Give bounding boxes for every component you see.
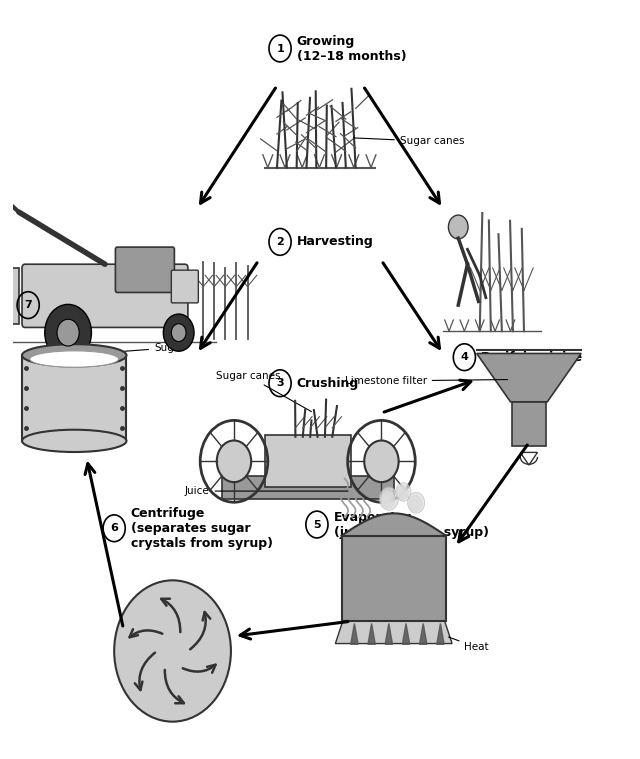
FancyBboxPatch shape [0,268,19,323]
Text: 3: 3 [276,378,284,388]
FancyBboxPatch shape [172,270,198,303]
FancyBboxPatch shape [115,247,174,292]
Text: Drying and cooling: Drying and cooling [45,298,177,312]
FancyBboxPatch shape [22,264,188,327]
Circle shape [172,324,186,342]
Circle shape [408,493,425,513]
FancyBboxPatch shape [512,402,546,446]
Circle shape [45,304,92,361]
Text: Harvesting: Harvesting [297,235,373,248]
Circle shape [380,487,399,510]
Circle shape [396,483,411,501]
Text: Heat: Heat [449,637,489,652]
Ellipse shape [22,344,127,367]
Text: Juice: Juice [185,486,348,496]
Circle shape [381,491,395,509]
Text: Sugar canes: Sugar canes [353,137,465,146]
Polygon shape [368,623,375,644]
Circle shape [163,314,194,351]
Text: Centrifuge
(separates sugar
crystals from syrup): Centrifuge (separates sugar crystals fro… [131,507,273,550]
Ellipse shape [22,430,127,452]
Polygon shape [436,623,444,644]
Circle shape [217,440,251,482]
FancyBboxPatch shape [342,536,446,621]
Text: 5: 5 [313,520,321,530]
Text: Purifying juice: Purifying juice [481,351,582,364]
Polygon shape [403,623,410,644]
Polygon shape [335,621,452,644]
Text: 7: 7 [24,300,32,310]
Text: Limestone filter: Limestone filter [344,376,508,386]
Text: Evaporator
(juice becomes syrup): Evaporator (juice becomes syrup) [333,511,488,539]
Ellipse shape [30,351,118,367]
Circle shape [449,215,468,239]
Text: 1: 1 [276,43,284,53]
FancyBboxPatch shape [265,435,351,487]
Circle shape [409,496,422,512]
Circle shape [114,581,231,722]
Polygon shape [477,354,581,402]
Text: 6: 6 [110,523,118,534]
Text: 4: 4 [460,352,468,362]
Circle shape [57,320,79,346]
FancyBboxPatch shape [221,476,394,499]
FancyBboxPatch shape [22,355,127,441]
Text: Growing
(12–18 months): Growing (12–18 months) [297,34,406,62]
Text: 2: 2 [276,237,284,247]
Circle shape [382,495,392,506]
Circle shape [410,499,419,509]
Circle shape [364,440,399,482]
Polygon shape [420,623,427,644]
Polygon shape [385,623,392,644]
Text: Crushing: Crushing [297,376,359,389]
Circle shape [398,489,406,498]
Text: Sugar canes: Sugar canes [216,371,312,411]
Polygon shape [351,623,358,644]
Circle shape [397,486,408,499]
Text: Sugar: Sugar [103,343,185,353]
